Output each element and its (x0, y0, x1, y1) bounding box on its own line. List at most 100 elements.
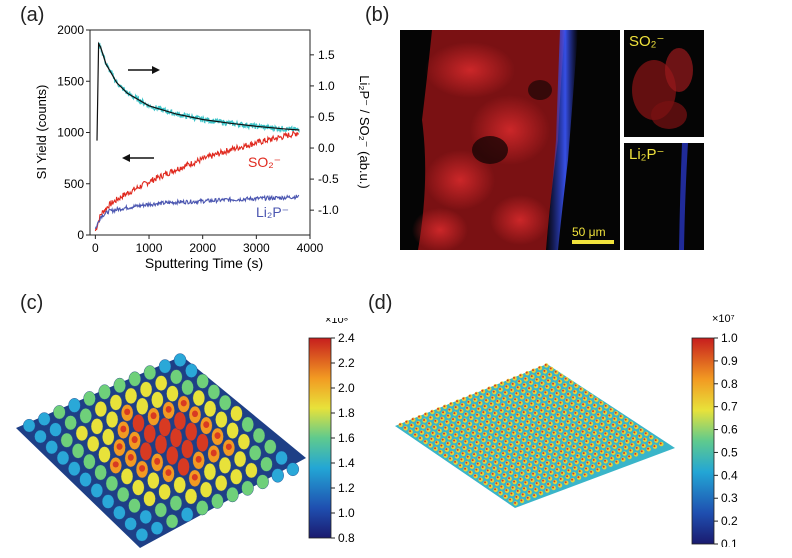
surface-c-peak (75, 425, 89, 442)
y2-tick-label: 0.0 (318, 141, 335, 155)
arrow-left-axis (122, 154, 154, 162)
surface-c-peak (120, 468, 134, 485)
surface-d-peak-core (566, 420, 569, 423)
surface-d-peak-core (505, 461, 508, 464)
surface-c-peak (181, 379, 194, 396)
surface-d-peak-core (653, 445, 656, 448)
surface-d-peak-core (443, 432, 446, 435)
surface-d-peak-core (496, 427, 499, 430)
surface-d-peak-core (583, 397, 586, 400)
surface-d-peak-core (513, 376, 516, 379)
surface-d-peak-core (503, 473, 506, 476)
surface-d-peak-core (467, 428, 470, 431)
surface-d-peak-core (550, 388, 553, 391)
surface-d-peak-core (544, 467, 547, 470)
surface-d-peak-core (538, 470, 541, 473)
surface-c-peak (185, 363, 198, 378)
surface-d-peak-core (564, 432, 567, 435)
surface-c-peak (245, 462, 258, 479)
surface-d-peak-core (546, 406, 549, 409)
x-tick-label: 3000 (243, 241, 270, 255)
surface-d-peak-core (592, 410, 595, 413)
surface-d-peak-core (517, 462, 520, 465)
surface-d-peak-core (481, 417, 484, 420)
surface-d-peak-core (512, 404, 515, 407)
surface-c-peak (53, 405, 66, 420)
surface-d-peak-core (543, 369, 546, 372)
surface-d-peak-core (549, 367, 552, 370)
surface-d-peak-core (615, 433, 618, 436)
surface-d-peak-core (439, 450, 442, 453)
surface-c-peak (184, 488, 198, 505)
surface-d-peak-core (534, 460, 537, 463)
surface-c-peak (143, 490, 156, 507)
surface-d-peak-core (504, 467, 507, 470)
surface-d-peak-core (559, 477, 562, 480)
surface-d-peak-core (508, 422, 511, 425)
surface-d-peak-core (536, 427, 539, 430)
surface-d-peak-core (465, 434, 468, 437)
y-tick-label: 500 (64, 177, 84, 191)
surface-d-peak-core (560, 395, 563, 398)
surface-d-peak-core (526, 420, 529, 423)
surface-d-peak-core (531, 451, 534, 454)
micrograph-so2-image (632, 48, 693, 129)
surface-d-peak-core (442, 411, 445, 414)
surface-d-peak-core (411, 418, 414, 421)
surface-c-peak (94, 401, 108, 418)
surface-d-peak-core (590, 416, 593, 419)
surface-d-peak-core (553, 480, 556, 483)
surface-d-peak-core (640, 450, 643, 453)
surface-d-peak-core (524, 453, 527, 456)
surface-d-peak-core (531, 423, 534, 426)
surface-d-peak-core (430, 410, 433, 413)
colorbar-c-exponent: ×10⁸ (325, 318, 348, 326)
surface-d-peak-core (471, 410, 474, 413)
x-axis-label: Sputtering Time (s) (145, 255, 263, 271)
surface-d-peak-core (522, 411, 525, 414)
surface-d-peak-core (469, 471, 472, 474)
surface-d-peak-core (460, 458, 463, 461)
surface-d-peak-core (558, 407, 561, 410)
surface-d-peak-core (567, 392, 570, 395)
surface-d-peak-core (513, 453, 516, 456)
surface-d-peak-core (499, 436, 502, 439)
surface-d-peak-core (618, 421, 621, 424)
colorbar-tick-label: 0.7 (721, 400, 738, 414)
surface-d-peak-core (545, 412, 548, 415)
surface-d-peak-core (493, 411, 496, 414)
surface-c-peak (136, 397, 149, 415)
surface-d-peak-core (554, 474, 557, 477)
surface-d-peak-core (547, 455, 550, 458)
surface-d-peak-core (478, 456, 481, 459)
surface-d-peak-core (545, 488, 548, 491)
surface-c-peak (203, 400, 217, 418)
surface-d-peak-core (538, 393, 541, 396)
surface-d-peak-core (558, 380, 561, 383)
surface-d-peak-core (632, 437, 635, 440)
surface-d-peak-core (598, 407, 601, 410)
colorbar-tick-label: 0.1 (721, 537, 738, 547)
surface-d-peak-core (540, 409, 543, 412)
surface-d-peak-core (644, 432, 647, 435)
surface-c-peak (248, 445, 262, 461)
surface-c-peak-core (192, 410, 198, 418)
surface-c-peak (218, 456, 232, 474)
surface-d-peak-core (468, 394, 471, 397)
surface-d-peak-core (441, 438, 444, 441)
surface-plot-d (395, 363, 675, 508)
surface-plot-c (16, 353, 306, 548)
colorbar-tick-label: 0.6 (721, 423, 738, 437)
surface-c-peak-core (180, 462, 187, 470)
surface-d-peak-core (510, 492, 513, 495)
surface-d-peak-core (516, 489, 519, 492)
surface-d-peak-core (510, 388, 513, 391)
surface-c-peak (173, 476, 186, 494)
surface-d-peak-core (557, 462, 560, 465)
surface-d-peak-core (530, 402, 533, 405)
surface-d-peak-core (624, 418, 627, 421)
surface-d-peak-core (484, 481, 487, 484)
surface-d-peak-core (526, 393, 529, 396)
surface-c-peak (56, 450, 70, 466)
surface-d-peak-core (506, 434, 509, 437)
